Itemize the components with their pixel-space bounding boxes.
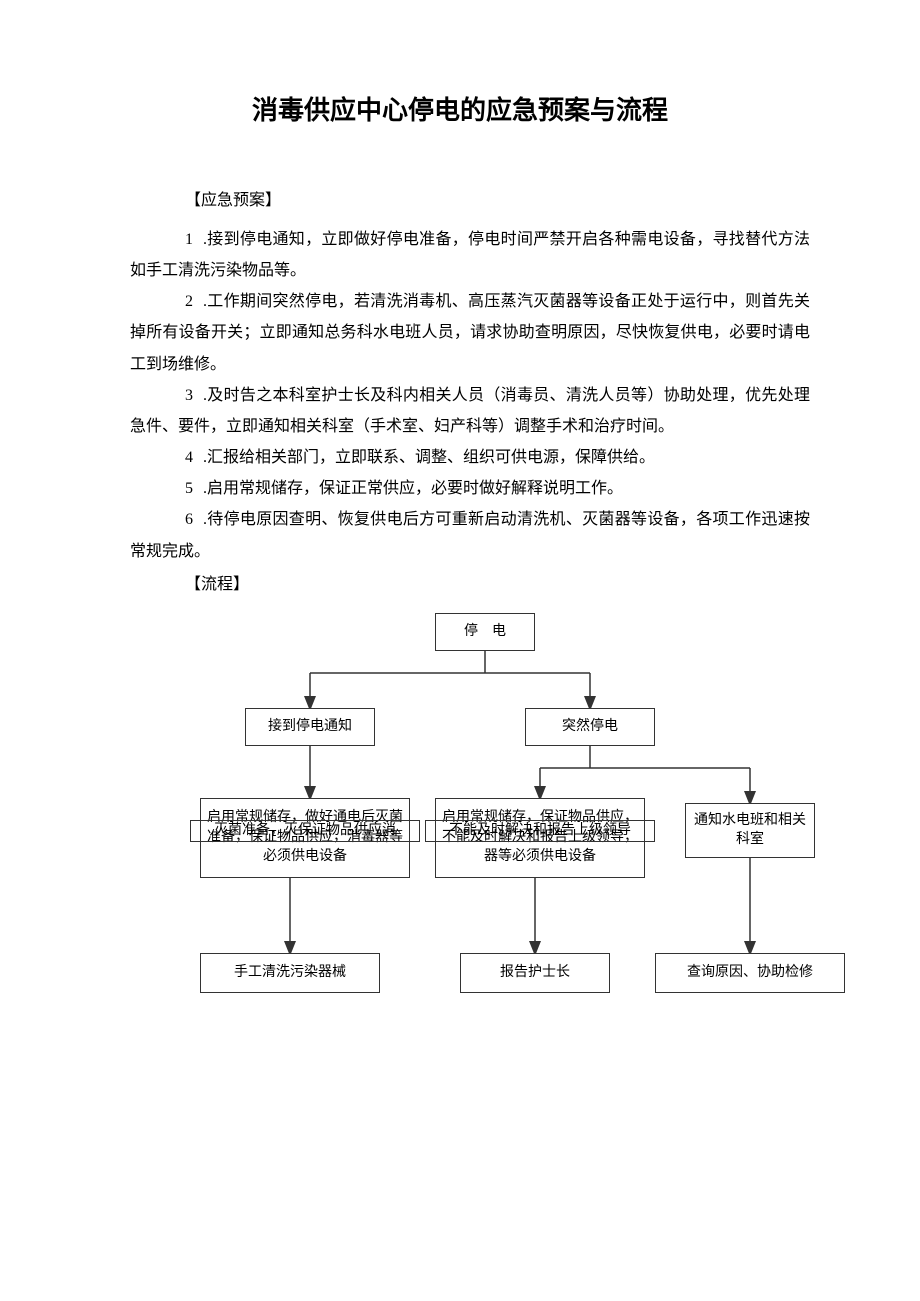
flow-node-n_left3: 手工清洗污染器械 — [200, 953, 380, 993]
paragraph-5: 5 .启用常规储存，保证正常供应，必要时做好解释说明工作。 — [130, 473, 810, 504]
flow-section-label: 【流程】 — [185, 571, 820, 600]
flowchart-container: 停 电接到停电通知突然停电启用常规储存，做好通电后灭菌准备，保证物品供应，消毒器… — [130, 608, 850, 1028]
paragraph-2: 2.工作期间突然停电，若清洗消毒机、高压蒸汽灭菌器等设备正处于运行中，则首先关掉… — [130, 286, 810, 380]
page-title: 消毒供应中心停电的应急预案与流程 — [100, 90, 820, 127]
paragraph-1: 1.接到停电通知，立即做好停电准备，停电时间严禁开启各种需电设备，寻找替代方法如… — [130, 224, 810, 286]
paragraph-4: 4 .汇报给相关部门，立即联系、调整、组织可供电源，保障供给。 — [130, 442, 810, 473]
flow-node-n_right1: 突然停电 — [525, 708, 655, 746]
flow-node-n_top: 停 电 — [435, 613, 535, 651]
paragraph-3: 3.及时告之本科室护士长及科内相关人员（消毒员、清洗人员等）协助处理，优先处理急… — [130, 380, 810, 442]
para-text: .工作期间突然停电，若清洗消毒机、高压蒸汽灭菌器等设备正处于运行中，则首先关掉所… — [130, 293, 810, 372]
paragraph-6: 6.待停电原因查明、恢复供电后方可重新启动清洗机、灭菌器等设备，各项工作迅速按常… — [130, 504, 810, 566]
para-text: .及时告之本科室护士长及科内相关人员（消毒员、清洗人员等）协助处理，优先处理急件… — [130, 387, 810, 435]
para-text: .汇报给相关部门，立即联系、调整、组织可供电源，保障供给。 — [203, 449, 655, 466]
flow-node-n_left2_ov: 灭菌准备，灭保证物品供应消 — [190, 820, 420, 842]
para-num: 2 — [185, 293, 193, 310]
flow-node-n_right2: 通知水电班和相关科室 — [685, 803, 815, 858]
flow-node-n_mid3: 报告护士长 — [460, 953, 610, 993]
para-num: 1 — [185, 231, 193, 248]
para-num: 3 — [185, 387, 193, 404]
para-num: 4 — [185, 449, 193, 466]
plan-section-label: 【应急预案】 — [185, 187, 820, 216]
para-text: .待停电原因查明、恢复供电后方可重新启动清洗机、灭菌器等设备，各项工作迅速按常规… — [130, 511, 810, 559]
para-num: 6 — [185, 511, 193, 528]
para-text: .接到停电通知，立即做好停电准备，停电时间严禁开启各种需电设备，寻找替代方法如手… — [130, 231, 810, 279]
flow-node-n_right3: 查询原因、协助检修 — [655, 953, 845, 993]
para-num: 5 — [185, 480, 193, 497]
flow-node-n_mid2_ov: 不能及时解决和报告上级领导 — [425, 820, 655, 842]
para-text: .启用常规储存，保证正常供应，必要时做好解释说明工作。 — [203, 480, 623, 497]
flow-node-n_left1: 接到停电通知 — [245, 708, 375, 746]
